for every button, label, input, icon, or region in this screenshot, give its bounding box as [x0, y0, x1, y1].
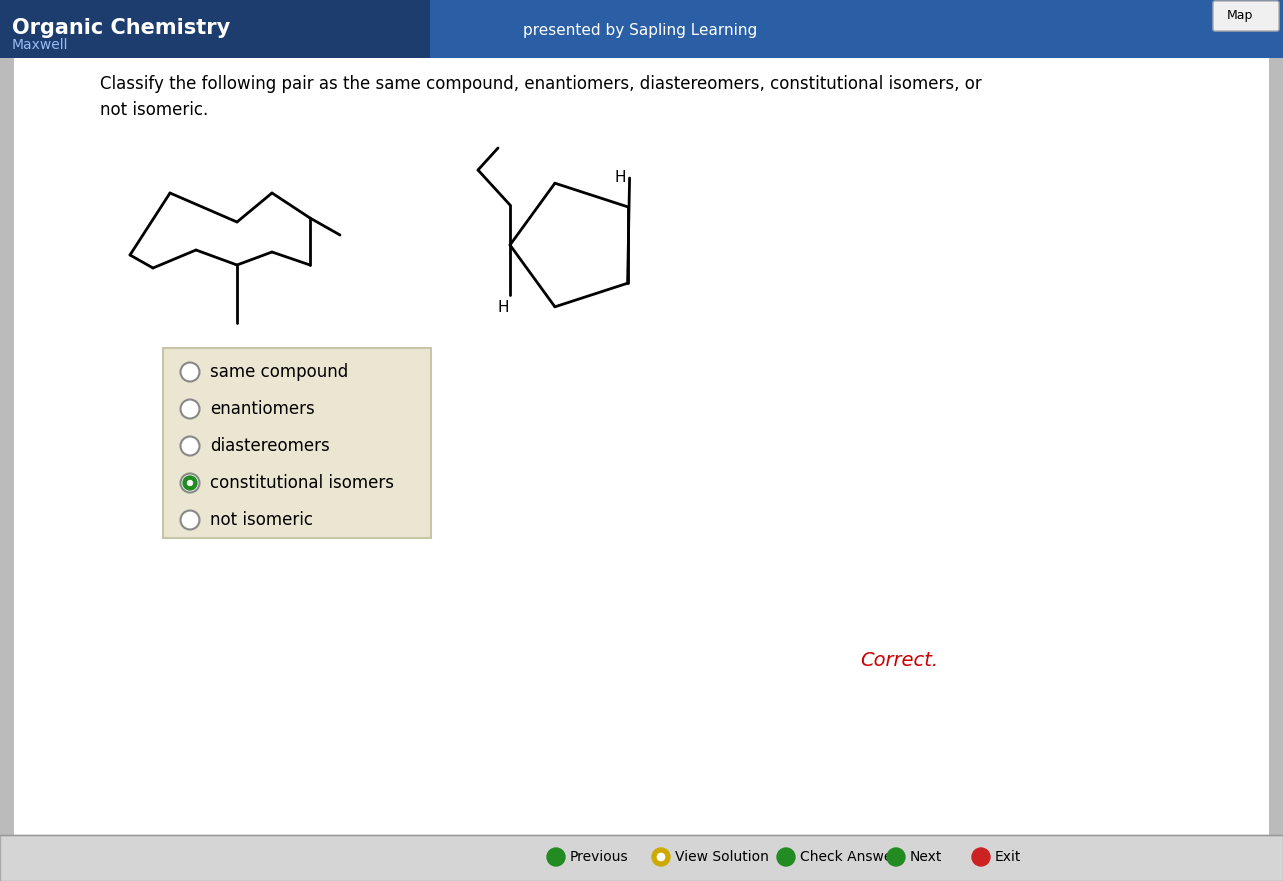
Text: Correct.: Correct.	[860, 650, 938, 670]
Text: Next: Next	[910, 850, 943, 864]
FancyBboxPatch shape	[163, 348, 431, 538]
Text: enantiomers: enantiomers	[210, 400, 314, 418]
FancyBboxPatch shape	[0, 58, 14, 835]
Circle shape	[181, 436, 199, 455]
FancyBboxPatch shape	[0, 0, 1283, 58]
Text: Exit: Exit	[996, 850, 1021, 864]
Text: constitutional isomers: constitutional isomers	[210, 474, 394, 492]
Circle shape	[887, 848, 905, 866]
Text: View Solution: View Solution	[675, 850, 769, 864]
Circle shape	[181, 362, 199, 381]
Text: Check Answer: Check Answer	[801, 850, 898, 864]
Text: Maxwell: Maxwell	[12, 38, 68, 52]
Text: Classify the following pair as the same compound, enantiomers, diastereomers, co: Classify the following pair as the same …	[100, 75, 981, 120]
FancyBboxPatch shape	[0, 835, 1283, 881]
Circle shape	[657, 853, 665, 861]
FancyBboxPatch shape	[1212, 1, 1279, 31]
Circle shape	[777, 848, 795, 866]
Circle shape	[187, 480, 192, 485]
FancyBboxPatch shape	[0, 0, 430, 58]
Circle shape	[973, 848, 990, 866]
Text: same compound: same compound	[210, 363, 348, 381]
Text: Organic Chemistry: Organic Chemistry	[12, 18, 230, 38]
Circle shape	[181, 399, 199, 418]
Circle shape	[652, 848, 670, 866]
Circle shape	[547, 848, 565, 866]
Circle shape	[183, 476, 198, 490]
Text: H: H	[615, 171, 626, 186]
Text: not isomeric: not isomeric	[210, 511, 313, 529]
Text: diastereomers: diastereomers	[210, 437, 330, 455]
Circle shape	[181, 473, 199, 492]
Text: H: H	[498, 300, 509, 315]
Text: Map: Map	[1227, 10, 1253, 23]
FancyBboxPatch shape	[1269, 58, 1283, 835]
Circle shape	[181, 510, 199, 529]
Text: presented by Sapling Learning: presented by Sapling Learning	[523, 23, 757, 38]
Text: Previous: Previous	[570, 850, 629, 864]
